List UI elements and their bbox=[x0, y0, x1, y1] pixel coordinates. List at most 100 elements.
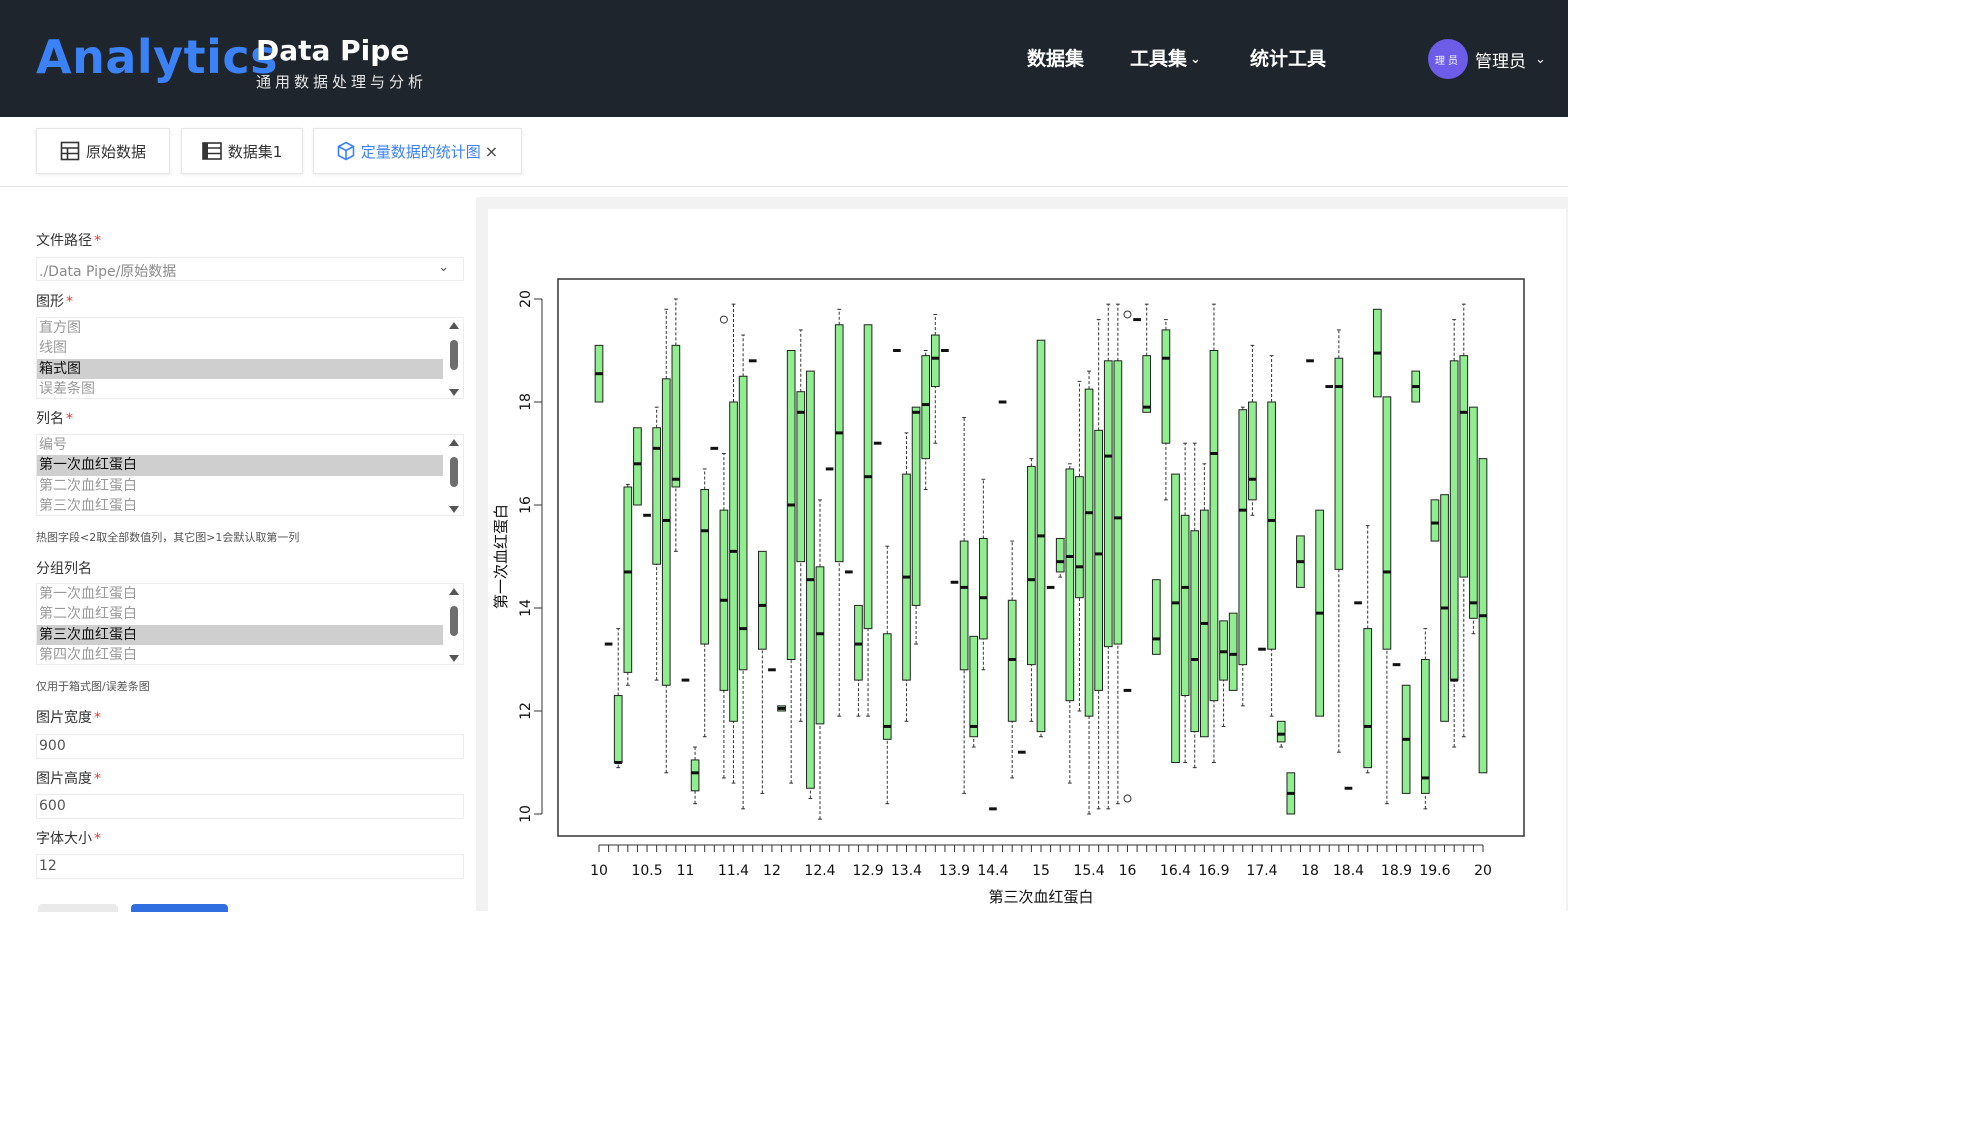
box-rect bbox=[613, 695, 623, 763]
reset-button[interactable] bbox=[38, 904, 118, 912]
scroll-thumb[interactable] bbox=[450, 606, 458, 636]
box-group bbox=[1161, 319, 1171, 501]
width-input[interactable]: 900 bbox=[36, 734, 464, 759]
chart-type-label: 图形 * bbox=[36, 294, 73, 310]
scrollbar[interactable] bbox=[445, 318, 463, 398]
file-path-select[interactable]: ./Data Pipe/原始数据 ⌄ bbox=[36, 257, 464, 281]
font-size-label: 字体大小 * bbox=[36, 831, 101, 847]
list-option[interactable]: 编号 bbox=[39, 437, 67, 453]
column-hint: 热图字段<2取全部数值列，其它图>1会默认取第一列 bbox=[36, 531, 300, 544]
box-group bbox=[1238, 406, 1248, 707]
box-group bbox=[1151, 579, 1161, 655]
box-group bbox=[1065, 463, 1075, 784]
list-option[interactable]: 第二次血红蛋白 bbox=[39, 477, 137, 494]
y-tick-label: 20 bbox=[518, 290, 534, 308]
box-rect bbox=[1267, 401, 1276, 650]
box-group bbox=[1401, 684, 1411, 794]
height-label: 图片高度 * bbox=[36, 771, 101, 787]
tab-raw-data[interactable]: 原始数据 bbox=[36, 128, 170, 174]
box-group bbox=[959, 416, 969, 794]
box-group bbox=[1248, 344, 1257, 516]
box-outlier bbox=[719, 315, 728, 324]
box-group bbox=[690, 746, 700, 805]
box-group bbox=[921, 350, 931, 491]
list-option-selected[interactable]: 第一次血红蛋白 bbox=[37, 455, 443, 476]
scroll-thumb[interactable] bbox=[450, 457, 458, 487]
scroll-up-icon[interactable] bbox=[449, 322, 459, 329]
nav-datasets[interactable]: 数据集 bbox=[1027, 44, 1084, 71]
box-rect bbox=[700, 489, 710, 645]
chart-type-listbox[interactable]: 直方图 线图 箱式图 误差条图 bbox=[36, 317, 464, 399]
box-group bbox=[1200, 463, 1209, 738]
box-rect bbox=[623, 486, 633, 673]
x-tick-label: 18.9 bbox=[1381, 863, 1412, 879]
scroll-up-icon[interactable] bbox=[449, 439, 459, 446]
box-group bbox=[1315, 509, 1324, 717]
list-option[interactable]: 第四次血红蛋白 bbox=[39, 647, 137, 664]
box-group bbox=[1267, 355, 1276, 717]
box-group bbox=[594, 344, 604, 403]
box-group bbox=[1190, 442, 1200, 769]
x-tick-label: 12 bbox=[763, 863, 781, 879]
font-size-input[interactable]: 12 bbox=[36, 854, 464, 879]
group-listbox[interactable]: 第一次血红蛋白 第二次血红蛋白 第三次血红蛋白 第四次血红蛋白 bbox=[36, 583, 464, 665]
list-option[interactable]: 第一次血红蛋白 bbox=[39, 586, 137, 602]
list-option[interactable]: 线图 bbox=[39, 340, 67, 357]
x-tick-label: 16.9 bbox=[1198, 863, 1229, 879]
scrollbar[interactable] bbox=[445, 435, 463, 515]
box-group bbox=[777, 705, 786, 712]
list-option[interactable]: 第三次血红蛋白 bbox=[39, 498, 137, 515]
close-icon[interactable]: × bbox=[484, 141, 499, 161]
box-rect bbox=[1171, 473, 1180, 763]
user-menu[interactable]: 理员 管理员 ⌄ bbox=[1428, 39, 1546, 79]
list-option-selected[interactable]: 箱式图 bbox=[37, 358, 443, 380]
box-group bbox=[1228, 612, 1238, 691]
list-option-selected[interactable]: 第三次血红蛋白 bbox=[37, 624, 443, 646]
list-option[interactable]: 直方图 bbox=[39, 320, 81, 336]
box-group bbox=[729, 303, 738, 784]
box-rect bbox=[633, 427, 642, 506]
submit-button[interactable] bbox=[131, 904, 228, 912]
box-rect bbox=[661, 378, 671, 686]
box-rect bbox=[834, 324, 844, 563]
brand-logo[interactable]: Analytics bbox=[36, 30, 279, 84]
box-group bbox=[1007, 540, 1017, 779]
scroll-thumb[interactable] bbox=[450, 340, 458, 370]
box-group bbox=[671, 298, 681, 552]
box-outlier bbox=[1123, 794, 1132, 803]
box-rect bbox=[729, 401, 738, 722]
column-listbox[interactable]: 编号 第一次血红蛋白 第二次血红蛋白 第三次血红蛋白 bbox=[36, 434, 464, 516]
tab-dataset1[interactable]: 数据集1 bbox=[181, 128, 303, 174]
box-group bbox=[1027, 458, 1036, 722]
chart-panel: 10 12 14 16 18 20 10 10.5 11 11.4 12 12.4 12.9 13.4 1… bbox=[476, 197, 1568, 911]
tab-quant-chart[interactable]: 定量数据的统计图 × bbox=[313, 128, 522, 174]
box-group bbox=[930, 313, 940, 444]
list-option[interactable]: 误差条图 bbox=[39, 381, 95, 398]
scrollbar[interactable] bbox=[445, 584, 463, 664]
scroll-down-icon[interactable] bbox=[449, 655, 459, 662]
scroll-down-icon[interactable] bbox=[449, 506, 459, 513]
x-axis-title: 第三次血红蛋白 bbox=[988, 888, 1093, 906]
box-rect bbox=[1084, 388, 1094, 717]
box-group bbox=[623, 483, 633, 686]
scroll-up-icon[interactable] bbox=[449, 588, 459, 595]
x-tick-label: 15 bbox=[1032, 863, 1050, 879]
scroll-down-icon[interactable] bbox=[449, 389, 459, 396]
box-rect bbox=[738, 375, 748, 671]
nav-stats[interactable]: 统计工具 bbox=[1250, 44, 1326, 71]
box-rect bbox=[1113, 360, 1123, 645]
y-tick-label: 12 bbox=[518, 702, 534, 720]
tab-label: 原始数据 bbox=[85, 142, 146, 161]
nav-tools-label: 工具集 bbox=[1130, 48, 1188, 70]
list-option[interactable]: 第二次血红蛋白 bbox=[39, 606, 137, 623]
height-input[interactable]: 600 bbox=[36, 794, 464, 819]
box-group bbox=[1084, 370, 1094, 815]
app-title: Data Pipe bbox=[256, 34, 410, 67]
y-tick-label: 16 bbox=[518, 496, 534, 514]
chevron-down-icon: ⌄ bbox=[438, 260, 449, 275]
box-rect bbox=[1449, 360, 1459, 681]
box-group bbox=[1276, 720, 1286, 748]
nav-tools[interactable]: 工具集 ⌄ bbox=[1130, 44, 1201, 71]
box-group bbox=[700, 468, 710, 738]
box-group bbox=[758, 550, 767, 794]
